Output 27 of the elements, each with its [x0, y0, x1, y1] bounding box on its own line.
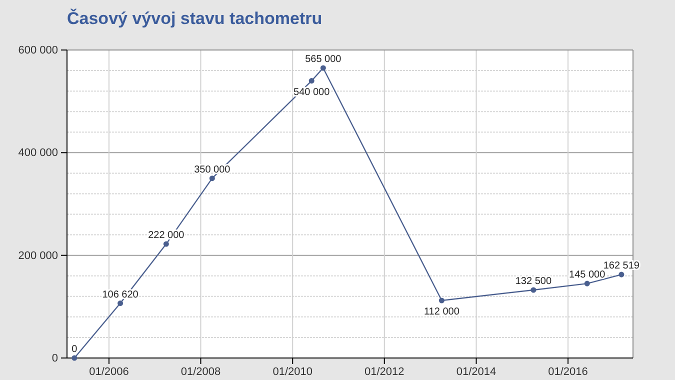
point [320, 65, 326, 71]
data-label: 565 000 [305, 54, 342, 65]
point [308, 78, 314, 84]
x-tick-label: 01/2006 [89, 366, 129, 378]
point [72, 355, 78, 361]
chart-title: Časový vývoj stavu tachometru [67, 8, 322, 28]
x-tick-label: 01/2010 [272, 366, 313, 378]
data-label: 132 500 [515, 276, 552, 287]
point [584, 280, 590, 286]
data-label: 0 [72, 344, 78, 355]
y-tick-label: 400 000 [18, 147, 58, 160]
point [118, 300, 124, 306]
data-label: 145 000 [569, 270, 606, 281]
data-label: 162 519 [603, 260, 640, 272]
point [530, 287, 536, 293]
y-tick-label: 600 000 [18, 44, 58, 57]
point [618, 272, 624, 278]
data-label: 112 000 [424, 306, 460, 318]
x-tick-label: 01/2014 [456, 366, 496, 378]
point [209, 176, 215, 182]
x-tick-label: 01/2012 [364, 366, 404, 378]
point [163, 241, 169, 247]
x-tick-label: 01/2016 [548, 366, 588, 378]
y-tick-label: 0 [52, 352, 58, 365]
x-tick-label: 01/2008 [180, 366, 221, 378]
y-tick-label: 200 000 [18, 250, 58, 262]
point [438, 298, 444, 304]
